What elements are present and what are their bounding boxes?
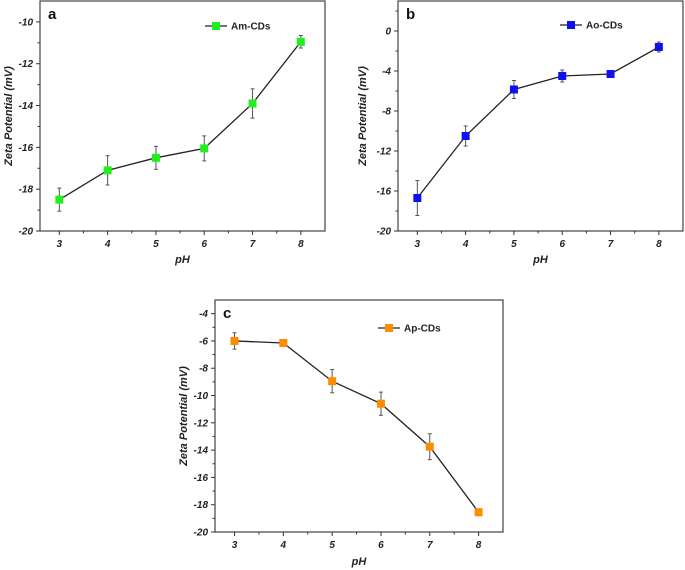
x-tick-label: 6 [378,540,384,551]
y-tick-label: -20 [194,528,209,539]
x-tick-label: 4 [280,540,287,551]
x-tick-label: 7 [608,239,614,250]
y-tick-label: -8 [199,364,208,375]
plot-frame [39,0,326,232]
data-point [509,85,518,94]
x-tick-label: 8 [298,239,304,250]
y-tick-label: -18 [194,500,209,511]
legend-label: Ap-CDs [404,324,441,335]
data-point [474,508,483,517]
x-tick-label: 5 [153,239,159,250]
chart-panel-c: 3 4 5 6 7 8 -4 -6 -8 -10 -12 -14 -16 -18 -20 pH Zeta Pot… [178,299,504,568]
plot-frame [397,0,684,232]
x-tick-label: 7 [427,540,433,551]
data-point [376,399,385,408]
x-tick-label: 5 [329,540,335,551]
y-tick-label: -6 [199,336,208,347]
data-point [461,132,470,140]
x-tick-label: 4 [104,239,111,250]
y-tick-label: -16 [377,187,392,198]
y-tick-label: -10 [19,17,34,28]
data-point [558,72,567,80]
data-point [103,166,112,175]
y-tick-label: -18 [19,185,34,196]
x-tick-label: 6 [201,239,207,250]
y-tick-label: -16 [19,143,34,154]
y-tick-label: -4 [199,309,208,320]
panel-label: b [406,6,415,23]
y-axis-title: Zeta Potential (mV) [3,66,15,167]
data-point [279,338,288,347]
series-line [234,340,480,513]
y-tick-label: -14 [194,446,209,457]
y-tick-label: -16 [194,473,209,484]
y-tick-label: -4 [382,67,391,78]
x-tick-label: 3 [232,540,238,551]
x-tick-label: 6 [559,239,565,250]
x-tick-label: 3 [415,239,421,250]
data-point [328,377,337,386]
y-tick-label: -12 [377,147,392,158]
x-tick-label: 8 [476,540,482,551]
y-axis-title: Zeta Potential (mV) [178,366,190,467]
data-point [296,37,305,46]
chart-panel-b: 3 4 5 6 7 8 0 -4 -8 -12 -16 -20 pH Zeta Potential (mV… [357,0,684,266]
data-point [606,70,615,78]
y-tick-label: -10 [194,391,209,402]
data-point [248,99,257,108]
y-axis-title: Zeta Potential (mV) [357,66,369,167]
x-axis-title: pH [174,254,191,266]
data-point [654,43,663,51]
y-tick-label: -20 [377,227,392,238]
y-tick-label: -12 [194,418,209,429]
data-point [55,195,64,204]
legend-label: Ao-CDs [586,21,623,32]
data-point [230,336,239,345]
legend-marker [385,324,393,332]
panel-label: a [48,6,57,23]
y-tick-label: -20 [19,227,34,238]
series-line [416,46,660,199]
legend-marker [567,21,575,29]
y-tick-label: -14 [19,101,34,112]
x-axis-title: pH [351,556,368,568]
chart-panel-a: 3 4 5 6 7 8 -10 -12 -14 -16 -18 -20 pH Zeta Potential… [3,0,326,266]
data-point [200,144,209,153]
y-tick-label: 0 [385,27,391,38]
panel-label: c [223,305,231,322]
legend-marker [212,22,220,30]
data-point [413,194,422,202]
plot-frame [214,299,504,533]
legend-label: Am-CDs [231,22,271,33]
x-tick-label: 7 [250,239,256,250]
series-line [58,41,302,201]
x-axis-title: pH [532,254,549,266]
x-tick-label: 5 [511,239,517,250]
data-point [151,153,160,162]
x-tick-label: 3 [57,239,63,250]
x-tick-label: 8 [656,239,662,250]
data-point [425,442,434,451]
x-tick-label: 4 [462,239,469,250]
y-tick-label: -12 [19,59,34,70]
y-tick-label: -8 [382,107,391,118]
